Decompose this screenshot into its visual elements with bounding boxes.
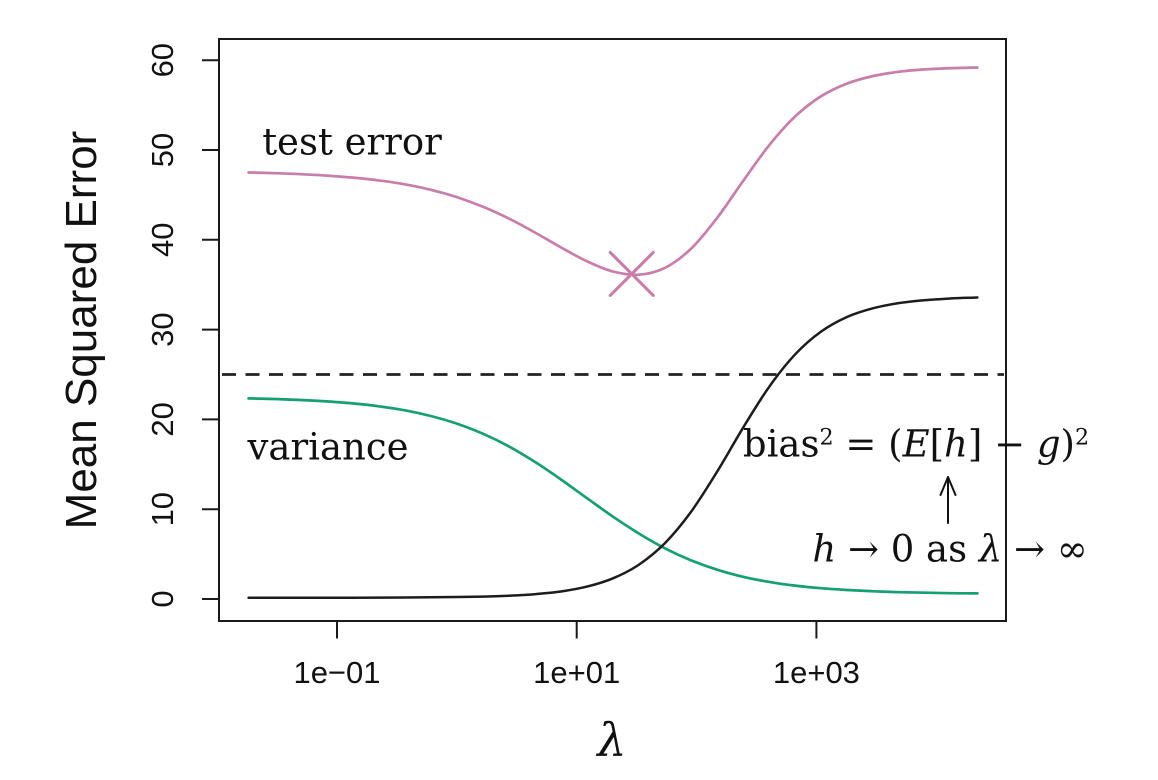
up-arrow-stroke xyxy=(947,476,957,496)
y-axis-tick-label: 0 xyxy=(145,590,180,607)
equation-exponent: 2 xyxy=(1074,424,1090,451)
equation-bias-exponent: 2 xyxy=(819,424,834,451)
equation-h: h xyxy=(944,422,968,466)
y-axis-tick-label: 30 xyxy=(145,312,180,346)
x-axis-label: λ xyxy=(597,713,627,767)
y-axis-tick-label: 10 xyxy=(145,492,180,526)
y-axis-tick-label: 60 xyxy=(145,43,180,77)
variance-label: variance xyxy=(247,425,409,469)
y-axis-tick-label: 50 xyxy=(145,133,180,167)
min-marker-x-icon xyxy=(608,250,655,297)
equation-lbracket: [ xyxy=(929,422,945,466)
x-axis-tick-label: 1e+03 xyxy=(773,655,860,690)
equation-rparen: ) xyxy=(1060,422,1075,466)
test-error-label: test error xyxy=(262,120,442,164)
equation-equals-open: = ( xyxy=(833,422,903,466)
equation-rbracket-minus: ] − xyxy=(967,422,1037,466)
up-arrow-icon xyxy=(939,476,957,524)
equation-E: E xyxy=(902,422,930,466)
equation-g: g xyxy=(1036,422,1061,466)
equation-bias-word: bias xyxy=(742,422,820,466)
up-arrow-stroke xyxy=(939,476,949,496)
y-axis-label: Mean Squared Error xyxy=(57,130,106,530)
y-axis-tick-label: 40 xyxy=(145,223,180,257)
bias-equation: bias2 = (E[h] − g)2 xyxy=(743,426,1089,463)
limit-note: h → 0 as λ → ∞ xyxy=(812,531,1087,568)
min-marker-stroke xyxy=(608,250,655,297)
x-axis-tick-label: 1e+01 xyxy=(533,655,620,690)
series-variance-curve xyxy=(247,397,979,595)
x-axis-tick-label: 1e−01 xyxy=(293,655,380,690)
limit-note-tail: → ∞ xyxy=(1002,527,1088,571)
y-axis-tick-label: 20 xyxy=(145,402,180,436)
series-bias-squared-curve xyxy=(247,296,979,599)
limit-note-mid: → 0 as xyxy=(836,527,979,571)
limit-note-h: h xyxy=(812,527,837,571)
series-test-error-curve xyxy=(247,66,979,277)
limit-note-lambda: λ xyxy=(978,527,1003,571)
